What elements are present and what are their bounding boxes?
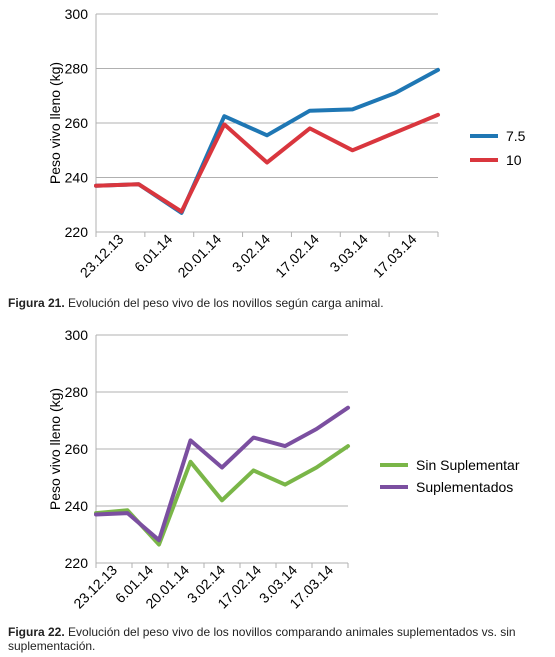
y-axis-label: Peso vivo lleno (kg) (47, 62, 63, 184)
y-tick-label: 240 (65, 170, 89, 186)
legend-label: 10 (506, 152, 522, 168)
y-tick-label: 300 (65, 327, 89, 343)
figure-21-label: Figura 21. (8, 296, 65, 310)
y-tick-label: 260 (65, 115, 89, 131)
y-tick-label: 240 (65, 498, 89, 514)
y-tick-label: 280 (65, 384, 89, 400)
figure-22-label: Figura 22. (8, 625, 65, 639)
y-tick-label: 260 (65, 441, 89, 457)
figure-21-caption: Figura 21. Evolución del peso vivo de lo… (8, 296, 548, 310)
legend-label: 7.5 (506, 128, 526, 144)
y-tick-label: 220 (65, 555, 89, 571)
figure-21-text: Evolución del peso vivo de los novillos … (64, 296, 384, 310)
y-tick-label: 220 (65, 224, 89, 240)
series-line-2 (94, 405, 350, 543)
x-tick-label: 20.01.14 (174, 231, 224, 281)
figure-22-caption: Figura 22. Evolución del peso vivo de lo… (8, 625, 553, 653)
y-tick-label: 280 (65, 61, 89, 77)
legend-label: Sin Suplementar (416, 457, 520, 473)
x-tick-label: 17.02.14 (272, 231, 322, 281)
series-line-2 (94, 112, 440, 214)
figure-22-text: Evolución del peso vivo de los novillos … (8, 625, 516, 653)
chart-22: 22024026028030023.12.136.01.1420.01.143.… (47, 327, 520, 612)
x-tick-label: 17.03.14 (370, 231, 420, 281)
y-tick-label: 300 (65, 6, 89, 22)
x-tick-label: 3.03.14 (326, 231, 370, 275)
legend-label: Suplementados (416, 479, 513, 495)
y-axis-label: Peso vivo lleno (kg) (47, 388, 63, 510)
x-tick-label: 6.01.14 (131, 231, 175, 275)
series-line-1 (94, 444, 350, 547)
x-tick-label: 3.02.14 (229, 231, 273, 275)
